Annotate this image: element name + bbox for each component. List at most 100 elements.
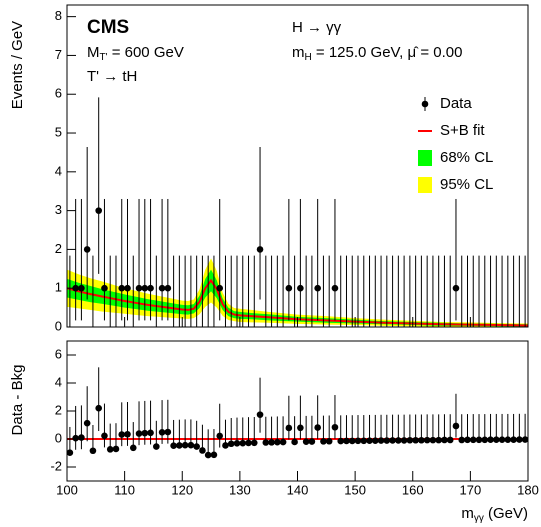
data-point [181,441,189,449]
x-tick-label: 170 [460,482,482,497]
data-point [481,436,489,444]
x-tick-label: 110 [114,482,135,497]
y-axis-label: Events / GeV [9,21,26,109]
data-point [446,436,454,444]
data-point [429,436,437,444]
data-point [475,436,483,444]
data-point [78,434,85,441]
data-point [464,436,471,444]
data-point [135,430,143,437]
y-tick-label: 5 [55,124,62,139]
legend-label: S+B fit [440,122,485,139]
data-point [441,436,448,444]
data-point [395,437,402,444]
data-point [371,437,379,444]
data-point [366,437,373,444]
x-tick-label: 130 [229,482,251,497]
data-point [325,437,333,445]
data-point [423,436,431,444]
data-point [187,441,195,449]
data-point [95,404,102,412]
data-point [418,436,425,444]
data-point [118,284,126,292]
y-axis-label: Data - Bkg [9,365,26,436]
plot-frame [66,340,529,482]
data-point [153,443,160,450]
y-tick-label: 0 [55,318,62,333]
data-point [331,423,339,431]
y-tick-label: 4 [55,374,62,389]
data-point [72,434,79,442]
data-point [487,436,494,444]
y-tick-label: 6 [55,86,62,101]
data-point [285,284,293,292]
data-point [118,431,126,438]
data-point [285,424,293,432]
y-tick-label: -2 [50,458,62,473]
y-tick-label: 0 [55,430,62,445]
legend-label: Data [440,95,472,112]
data-point [297,284,304,292]
data-point [124,430,131,438]
data-point [170,442,177,450]
legend-marker [418,177,432,193]
data-point [245,439,252,447]
data-point [331,284,339,292]
data-point [308,438,316,445]
data-point [452,422,460,430]
y-tick-label: 2 [55,241,62,256]
legend-label: 68% CL [440,149,493,166]
y-tick-label: 8 [55,8,62,23]
data-point [101,432,108,440]
data-point [256,246,264,253]
mass-label: MT' = 600 GeV [87,44,184,63]
data-point [493,436,500,444]
data-point [106,446,114,453]
data-point [78,284,85,292]
data-point [354,437,362,445]
decay-label: T' → tH [87,68,137,85]
data-point [216,284,224,292]
data-point [343,437,350,445]
data-point [176,442,183,449]
data-point [204,451,212,459]
y-tick-label: 2 [55,402,62,417]
data-point [452,284,460,292]
data-point [314,424,321,431]
data-point [66,449,74,457]
data-point [348,437,356,445]
data-point [164,428,172,436]
y-tick-label: 1 [55,280,62,295]
data-point [291,438,298,446]
experiment-label: CMS [87,17,129,38]
data-point [400,437,408,444]
data-point [199,447,206,454]
data-point [279,438,287,446]
data-point [158,284,166,292]
y-tick-label: 4 [55,163,62,178]
data-point [135,284,143,292]
data-point [233,440,241,447]
data-point [147,284,154,292]
data-point [510,436,517,444]
data-point [504,436,512,444]
y-tick-label: 6 [55,346,62,361]
x-tick-label: 150 [344,482,366,497]
data-point [222,442,229,449]
data-point [112,445,120,453]
data-point [274,438,281,446]
data-point [164,284,172,292]
x-tick-label: 160 [402,482,424,497]
legend-label: 95% CL [440,176,493,193]
legend-marker [418,150,432,166]
data-point [320,438,327,445]
data-point [101,284,108,292]
data-point [262,439,270,446]
data-point [83,419,91,427]
data-point [147,429,154,437]
data-point [89,447,97,455]
data-point [377,437,385,444]
data-point [435,436,442,444]
data-point [412,436,419,444]
data-point [239,439,247,447]
